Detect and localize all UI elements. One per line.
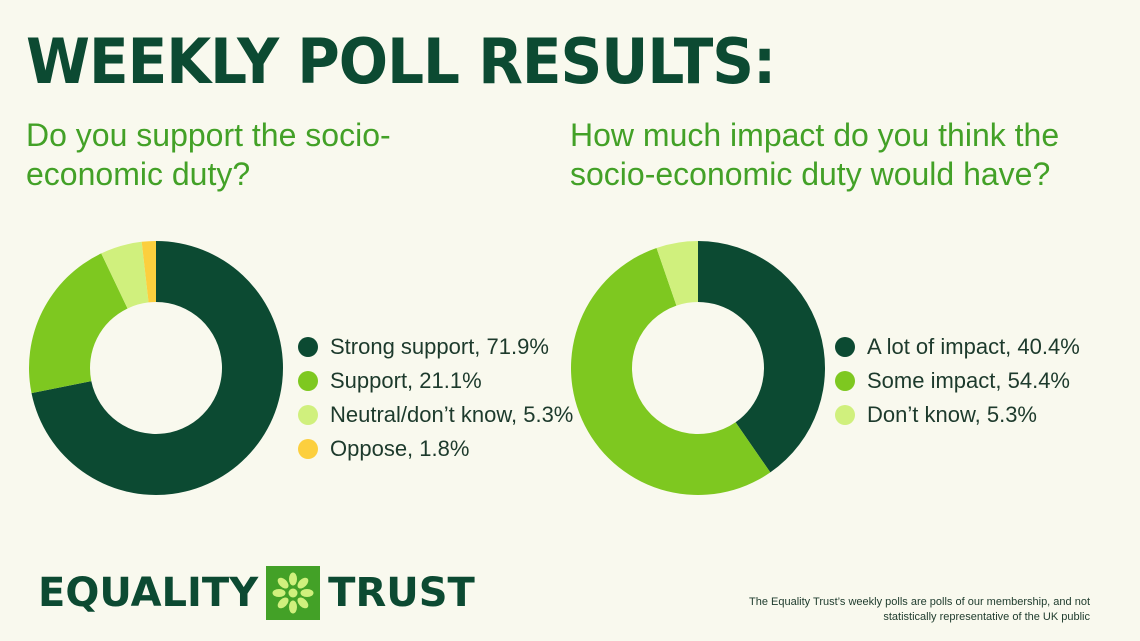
donut-slice-strong-support	[31, 241, 284, 495]
legend-swatch-icon	[298, 371, 318, 391]
legend-label: Support, 21.1%	[330, 368, 482, 393]
logo-word-right: TRUST	[328, 570, 475, 616]
donut-slice-neutral-don-t-know	[101, 241, 149, 309]
flower-icon	[266, 566, 321, 620]
legend-item: Support, 21.1%	[298, 364, 573, 398]
legend-item: Some impact, 54.4%	[835, 364, 1080, 398]
chart-1-question: Do you support the socio-economic duty?	[26, 117, 391, 192]
footnote: The Equality Trust’s weekly polls are po…	[749, 596, 1090, 623]
legend-label: Neutral/don’t know, 5.3%	[330, 402, 574, 427]
legend-swatch-icon	[835, 405, 855, 425]
legend-item: Don’t know, 5.3%	[835, 398, 1080, 432]
donut-slice-oppose	[141, 241, 156, 303]
legend-label: Don’t know, 5.3%	[867, 402, 1037, 427]
legend-label: Oppose, 1.8%	[330, 436, 470, 461]
support-legend: Strong support, 71.9% Support, 21.1% Neu…	[298, 330, 573, 466]
legend-swatch-icon	[298, 405, 318, 425]
impact-legend: A lot of impact, 40.4% Some impact, 54.4…	[835, 330, 1080, 432]
page-title: WEEKLY POLL RESULTS:	[26, 24, 776, 99]
legend-item: Neutral/don’t know, 5.3%	[298, 398, 573, 432]
donut-slice-a-lot-of-impact	[698, 241, 825, 473]
legend-label: A lot of impact, 40.4%	[867, 334, 1080, 359]
legend-item: Strong support, 71.9%	[298, 330, 573, 364]
legend-swatch-icon	[835, 337, 855, 357]
logo-word-left: EQUALITY	[38, 570, 259, 616]
legend-item: Oppose, 1.8%	[298, 432, 573, 466]
donut-slice-don-t-know	[656, 241, 698, 306]
legend-swatch-icon	[835, 371, 855, 391]
legend-item: A lot of impact, 40.4%	[835, 330, 1080, 364]
chart-2-question: How much impact do you think the socio-e…	[570, 117, 1060, 192]
impact-donut-chart	[571, 241, 825, 495]
legend-label: Some impact, 54.4%	[867, 368, 1070, 393]
legend-label: Strong support, 71.9%	[330, 334, 549, 359]
donut-slice-some-impact	[571, 247, 771, 495]
legend-swatch-icon	[298, 439, 318, 459]
legend-swatch-icon	[298, 337, 318, 357]
support-donut-chart	[28, 241, 284, 495]
donut-slice-support	[28, 253, 128, 394]
equality-trust-logo: EQUALITY TRUST	[38, 565, 475, 621]
